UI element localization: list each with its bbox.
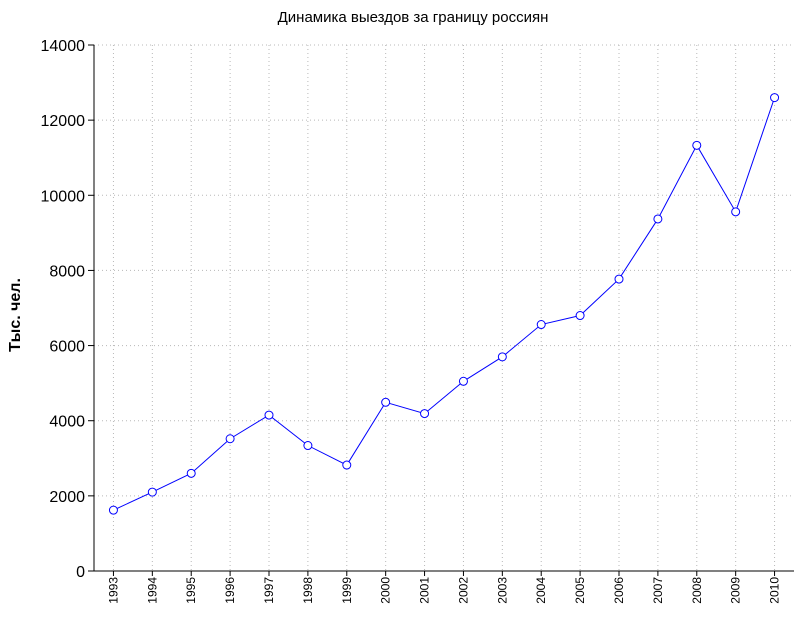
data-point <box>575 311 585 321</box>
x-tick-label: 2000 <box>379 577 393 604</box>
x-tick-label: 2003 <box>495 577 509 604</box>
x-tick-label: 2007 <box>651 577 665 604</box>
x-tick-label: 2008 <box>690 577 704 604</box>
y-tick-label: 0 <box>76 564 85 581</box>
series-layer <box>108 93 780 515</box>
data-point <box>770 93 780 103</box>
x-tick-label: 1994 <box>145 577 159 604</box>
chart-title: Динамика выездов за границу россиян <box>278 9 549 26</box>
y-tick-label: 4000 <box>49 414 85 431</box>
x-tick-label: 1999 <box>340 577 354 604</box>
data-point <box>342 460 352 470</box>
x-tick-label: 2002 <box>456 577 470 604</box>
x-tick-label: 1997 <box>262 577 276 604</box>
data-point <box>653 214 663 224</box>
x-tick-label: 1995 <box>184 577 198 604</box>
x-tick-label: 1998 <box>301 577 315 604</box>
y-tick-label: 6000 <box>49 339 85 356</box>
data-point <box>147 487 157 497</box>
data-point <box>381 397 391 407</box>
data-point <box>458 376 468 386</box>
y-tick-label: 12000 <box>41 113 86 130</box>
data-point <box>731 207 741 217</box>
data-point <box>108 505 118 515</box>
x-tick-label: 1993 <box>106 577 120 604</box>
x-tick-label: 2010 <box>768 577 782 604</box>
x-tick-label: 2006 <box>612 577 626 604</box>
x-tick-label: 1996 <box>223 577 237 604</box>
y-tick-labels: 0 2000 4000 6000 8000 10000 12000 14000 <box>41 38 86 581</box>
y-tick-label: 10000 <box>41 188 86 205</box>
y-axis-label: Тыс. чел. <box>7 278 24 352</box>
data-point <box>536 320 546 330</box>
data-point <box>497 352 507 362</box>
x-tick-label: 2009 <box>729 577 743 604</box>
y-tick-label: 14000 <box>41 38 86 55</box>
data-point <box>692 140 702 150</box>
data-point <box>614 274 624 284</box>
series-line <box>113 97 776 511</box>
axes <box>88 44 794 576</box>
data-point <box>303 441 313 451</box>
x-tick-label: 2001 <box>418 577 432 604</box>
x-tick-labels: 1993 1994 1995 1996 1997 1998 1999 2000 2001 2002… <box>106 577 781 604</box>
data-point <box>420 409 430 419</box>
y-tick-label: 8000 <box>49 263 85 280</box>
data-point <box>225 434 235 444</box>
x-tick-label: 2004 <box>534 577 548 604</box>
data-point <box>264 410 274 420</box>
data-point <box>186 468 196 478</box>
x-tick-label: 2005 <box>573 577 587 604</box>
y-tick-label: 2000 <box>49 489 85 506</box>
grid-layer <box>94 44 794 571</box>
